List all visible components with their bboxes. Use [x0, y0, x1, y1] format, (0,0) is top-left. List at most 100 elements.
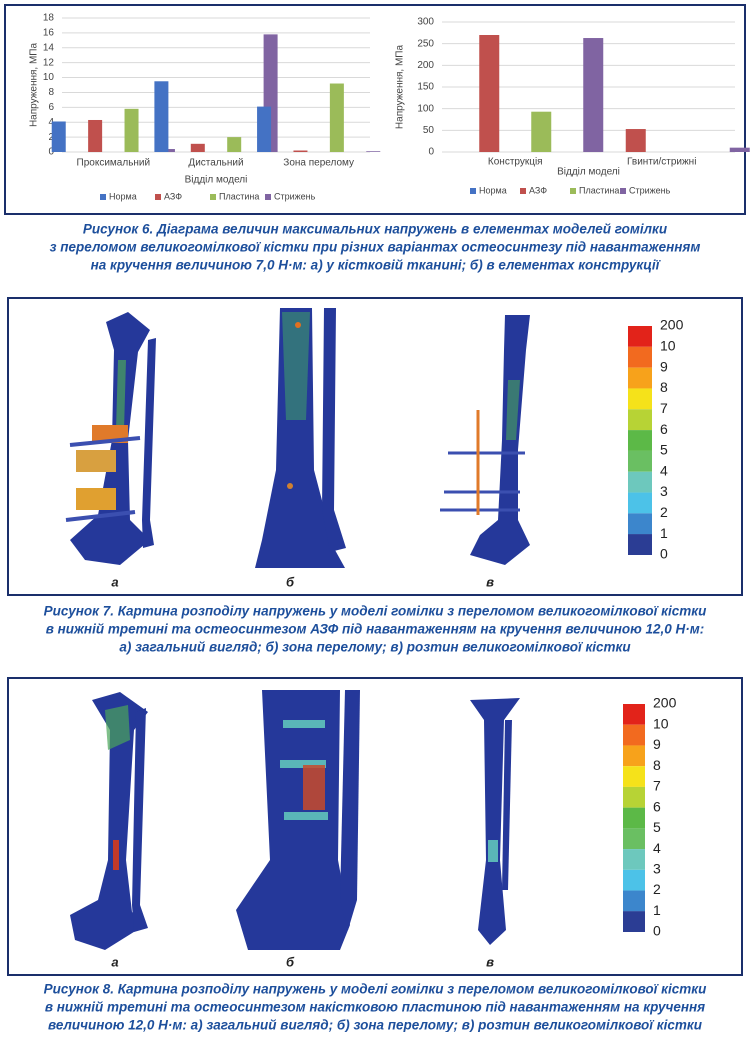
legend-swatch	[520, 188, 526, 194]
color-scale-label: 200	[653, 695, 677, 711]
color-bar-segment	[628, 430, 652, 451]
color-scale-label: 10	[660, 338, 676, 354]
panel-label: в	[486, 574, 494, 589]
x-tick-label: Гвинти/стрижні	[627, 157, 696, 168]
legend-label: АЗФ	[164, 191, 182, 201]
y-tick-label: 200	[417, 60, 434, 71]
y-tick-label: 4	[48, 117, 54, 128]
color-bar-segment	[623, 807, 645, 829]
panel-label: б	[286, 954, 295, 969]
y-tick-label: 16	[43, 28, 55, 39]
figure-caption: на кручення величиною 7,0 Н·м: а) у кіст…	[91, 258, 662, 273]
color-scale-label: 1	[660, 525, 668, 541]
y-axis-label: Напруження, МПа	[29, 43, 40, 128]
color-bar-segment	[623, 890, 645, 912]
panel-label: в	[486, 954, 494, 969]
color-scale-label: 9	[660, 358, 668, 374]
color-scale-label: 6	[653, 798, 661, 814]
color-scale-label: 0	[660, 546, 668, 562]
figure-caption: в нижній третині та остеосинтезом накіст…	[45, 1000, 705, 1015]
color-bar-segment	[628, 367, 652, 389]
y-axis-label: Напруження, МПа	[395, 45, 406, 130]
x-tick-label: Зона перелому	[283, 158, 354, 169]
color-bar-segment	[628, 388, 652, 410]
bar	[729, 147, 750, 152]
bar	[531, 111, 552, 152]
color-bar-segment	[623, 849, 645, 870]
figure-frame	[7, 677, 743, 976]
y-tick-label: 10	[43, 72, 55, 83]
panel-label: а	[111, 954, 118, 969]
bar	[479, 35, 500, 152]
color-scale-label: 2	[660, 504, 668, 520]
legend-swatch	[620, 188, 626, 194]
y-tick-label: 12	[43, 57, 55, 68]
bar	[366, 151, 381, 152]
color-bar-segment	[628, 450, 652, 472]
legend-swatch	[155, 194, 161, 200]
legend-swatch	[100, 194, 106, 200]
x-axis-label: Відділ моделі	[185, 175, 248, 186]
color-bar-segment	[623, 704, 645, 725]
y-tick-label: 18	[43, 13, 55, 24]
bar	[583, 38, 604, 152]
y-tick-label: 0	[428, 147, 434, 158]
y-tick-label: 250	[417, 38, 434, 49]
legend-swatch	[470, 188, 476, 194]
legend-swatch	[570, 188, 576, 194]
y-tick-label: 0	[48, 147, 54, 158]
color-scale-label: 200	[660, 317, 684, 333]
legend-label: АЗФ	[529, 185, 547, 195]
legend-label: Стрижень	[274, 191, 316, 201]
color-scale-label: 3	[653, 861, 661, 877]
y-tick-label: 2	[48, 132, 54, 143]
color-scale-label: 6	[660, 421, 668, 437]
color-bar-segment	[623, 911, 645, 932]
y-tick-label: 8	[48, 87, 54, 98]
color-scale-label: 2	[653, 881, 661, 897]
color-bar-segment	[623, 745, 645, 767]
color-scale-label: 10	[653, 715, 669, 731]
figure-caption: з переломом великогомілкової кістки при …	[50, 240, 701, 255]
color-bar-segment	[628, 326, 652, 347]
color-bar-segment	[628, 409, 652, 431]
bar	[190, 143, 205, 152]
bar	[124, 108, 139, 152]
color-scale-label: 8	[653, 757, 661, 773]
x-tick-label: Дистальний	[188, 158, 243, 169]
legend-swatch	[210, 194, 216, 200]
color-scale-label: 4	[660, 462, 668, 478]
color-scale-label: 0	[653, 923, 661, 939]
figure-caption: Рисунок 7. Картина розподілу напружень у…	[44, 604, 707, 619]
color-bar-segment	[628, 471, 652, 493]
panel-label: б	[286, 574, 295, 589]
legend-label: Стрижень	[629, 185, 671, 195]
x-tick-label: Конструкція	[488, 157, 543, 168]
color-bar-segment	[628, 346, 652, 368]
color-bar-segment	[623, 828, 645, 850]
figure-frame	[7, 297, 743, 596]
bar	[625, 129, 646, 152]
color-scale-label: 7	[653, 778, 661, 794]
y-tick-label: 300	[417, 17, 434, 28]
color-scale-label: 5	[653, 819, 661, 835]
legend-label: Норма	[479, 185, 507, 195]
color-bar-segment	[623, 786, 645, 808]
color-scale-label: 9	[653, 736, 661, 752]
color-scale-label: 5	[660, 442, 668, 458]
panel-label: а	[111, 574, 118, 589]
bar	[329, 83, 344, 152]
fea-image	[65, 308, 530, 568]
color-bar-segment	[623, 869, 645, 891]
bar	[154, 81, 169, 152]
color-scale-label: 3	[660, 483, 668, 499]
legend-swatch	[265, 194, 271, 200]
figure-caption: а) загальний вигляд; б) зона перелому; в…	[119, 640, 631, 655]
bar	[51, 121, 66, 152]
legend-label: Пластина	[219, 191, 259, 201]
y-tick-label: 150	[417, 82, 434, 93]
color-bar-segment	[623, 766, 645, 787]
color-bar-segment	[623, 724, 645, 746]
figure-caption: в нижній третині та остеосинтезом АЗФ пі…	[46, 622, 705, 637]
color-scale-label: 4	[653, 840, 661, 856]
